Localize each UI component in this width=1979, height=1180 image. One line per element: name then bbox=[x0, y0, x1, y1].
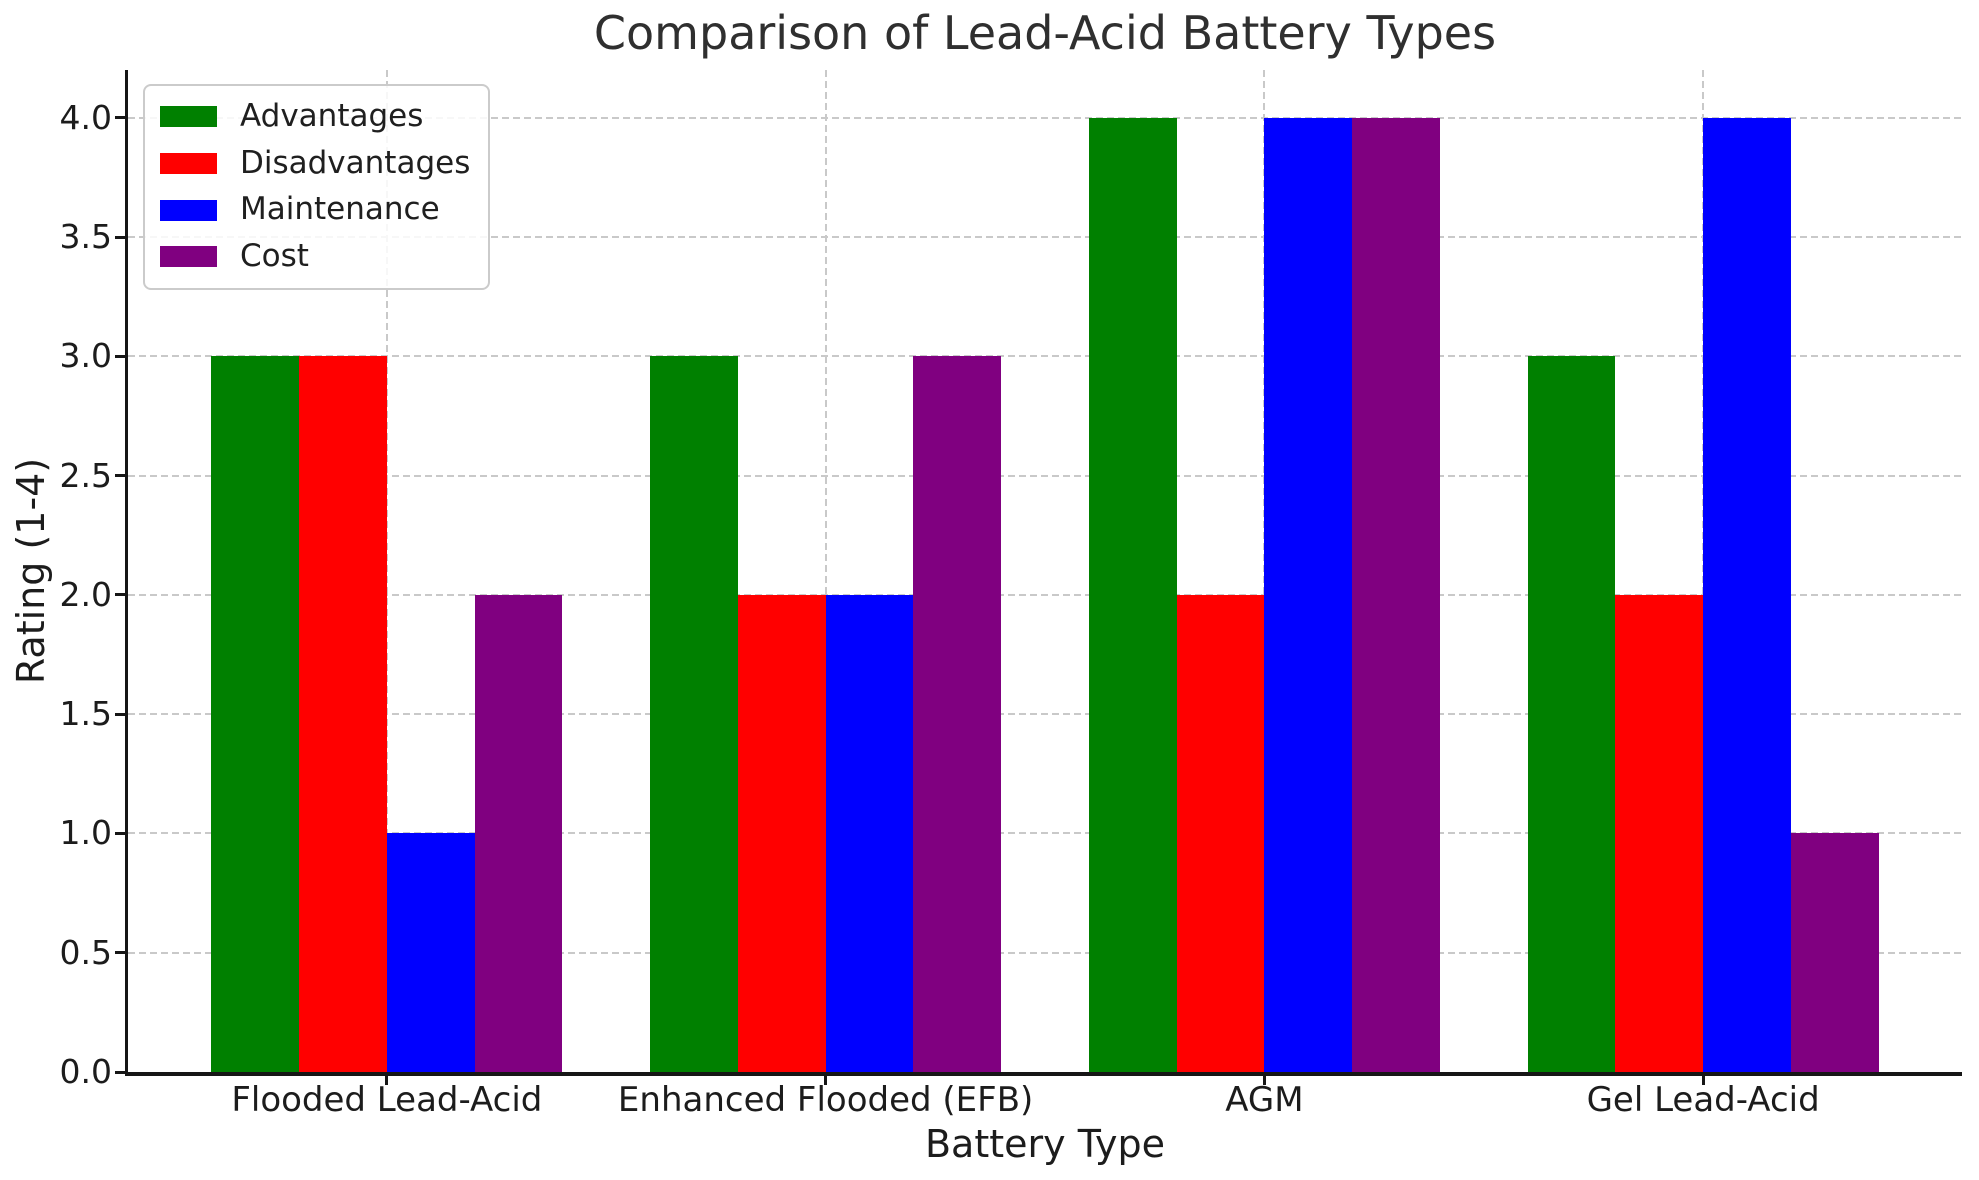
y-tick-label-2.5: 2.5 bbox=[59, 455, 112, 495]
legend-label-cost: Cost bbox=[240, 237, 309, 274]
legend-label-advantages: Advantages bbox=[240, 98, 424, 134]
gridline-x-flooded-lead-acid bbox=[385, 70, 388, 1072]
y-tick-mark-1.5 bbox=[115, 712, 125, 716]
legend-swatch-disadvantages bbox=[160, 152, 217, 174]
gridline-y-2.0 bbox=[128, 593, 1962, 596]
y-tick-mark-3.0 bbox=[115, 354, 125, 358]
legend-item-disadvantages: Disadvantages bbox=[160, 144, 471, 182]
bar-advantages-gel-lead-acid bbox=[1527, 356, 1616, 1072]
y-tick-mark-3.5 bbox=[115, 235, 125, 239]
y-tick-label-4.0: 4.0 bbox=[59, 97, 112, 137]
bar-advantages-enhanced-flooded-efb bbox=[650, 356, 738, 1072]
x-tick-label-gel-lead-acid: Gel Lead-Acid bbox=[1586, 1080, 1820, 1120]
y-tick-mark-4.0 bbox=[115, 116, 125, 120]
bar-maintenance-agm bbox=[1264, 117, 1353, 1072]
bar-cost-gel-lead-acid bbox=[1790, 833, 1879, 1072]
y-tick-mark-2.0 bbox=[115, 593, 125, 597]
bar-cost-flooded-lead-acid bbox=[474, 594, 563, 1072]
y-tick-label-1.0: 1.0 bbox=[59, 813, 112, 853]
legend-swatch-advantages bbox=[160, 106, 217, 128]
gridline-x-enhanced-flooded-efb bbox=[824, 70, 827, 1072]
x-axis-label: Battery Type bbox=[924, 1122, 1165, 1166]
plot-area bbox=[125, 70, 1962, 1076]
gridline-y-2.5 bbox=[128, 474, 1962, 477]
x-tick-mark-gel-lead-acid bbox=[1701, 1076, 1705, 1085]
gridline-y-3.0 bbox=[128, 355, 1962, 358]
legend: Advantages Disadvantages Maintenance Cost bbox=[143, 84, 491, 290]
y-tick-label-3.0: 3.0 bbox=[59, 336, 112, 376]
y-tick-label-3.5: 3.5 bbox=[59, 217, 112, 256]
x-tick-label-enhanced-flooded-efb: Enhanced Flooded (EFB) bbox=[617, 1080, 1034, 1120]
legend-swatch-maintenance bbox=[160, 199, 217, 221]
x-tick-label-agm: AGM bbox=[1225, 1080, 1304, 1120]
x-tick-mark-agm bbox=[1262, 1076, 1266, 1085]
x-tick-mark-enhanced-flooded-efb bbox=[824, 1076, 828, 1085]
y-tick-label-2.0: 2.0 bbox=[59, 574, 112, 614]
y-tick-mark-2.5 bbox=[115, 474, 125, 478]
y-tick-label-0.0: 0.0 bbox=[59, 1052, 112, 1091]
legend-item-advantages: Advantages bbox=[160, 98, 470, 135]
y-tick-mark-1.0 bbox=[115, 831, 125, 835]
legend-label-maintenance: Maintenance bbox=[240, 191, 440, 228]
bar-maintenance-flooded-lead-acid bbox=[386, 833, 475, 1072]
bar-advantages-agm bbox=[1088, 117, 1177, 1072]
bar-cost-agm bbox=[1352, 117, 1440, 1072]
y-tick-mark-0.0 bbox=[115, 1070, 125, 1074]
legend-item-cost: Cost bbox=[160, 237, 470, 275]
bar-disadvantages-agm bbox=[1176, 594, 1265, 1072]
y-tick-label-1.5: 1.5 bbox=[59, 694, 112, 734]
y-tick-label-0.5: 0.5 bbox=[59, 932, 112, 972]
gridline-y-4.0 bbox=[128, 116, 1962, 119]
bar-disadvantages-gel-lead-acid bbox=[1615, 594, 1704, 1072]
bar-disadvantages-flooded-lead-acid bbox=[299, 356, 387, 1072]
gridline-y-3.5 bbox=[128, 236, 1962, 238]
y-tick-mark-0.5 bbox=[115, 951, 125, 955]
bar-maintenance-enhanced-flooded-efb bbox=[825, 594, 914, 1072]
bar-advantages-flooded-lead-acid bbox=[211, 356, 300, 1072]
x-tick-mark-flooded-lead-acid bbox=[385, 1076, 389, 1085]
gridline-y-1.5 bbox=[128, 713, 1962, 716]
x-tick-label-flooded-lead-acid: Flooded Lead-Acid bbox=[231, 1080, 543, 1120]
legend-label-disadvantages: Disadvantages bbox=[240, 144, 471, 181]
chart-title: Comparison of Lead-Acid Battery Types bbox=[593, 6, 1497, 60]
legend-swatch-cost bbox=[160, 246, 217, 268]
bar-cost-enhanced-flooded-efb bbox=[913, 356, 1002, 1072]
bar-maintenance-gel-lead-acid bbox=[1703, 117, 1791, 1072]
legend-item-maintenance: Maintenance bbox=[160, 192, 470, 228]
gridline-y-1.0 bbox=[128, 832, 1962, 835]
gridline-y-0.5 bbox=[128, 951, 1962, 954]
bar-disadvantages-enhanced-flooded-efb bbox=[737, 594, 826, 1072]
